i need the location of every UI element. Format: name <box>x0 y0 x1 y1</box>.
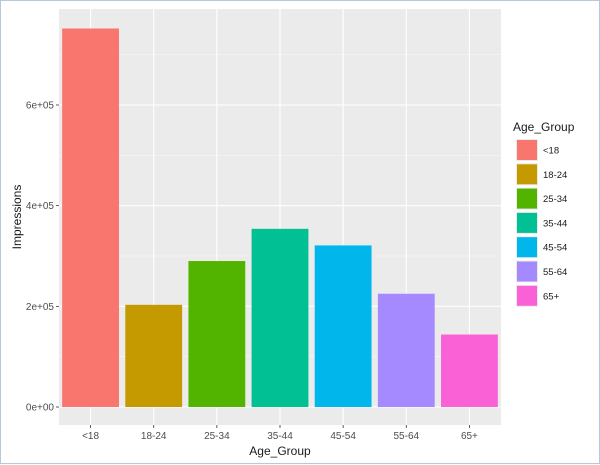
legend-title: Age_Group <box>513 120 575 134</box>
x-tick-label: 18-24 <box>141 431 167 442</box>
y-axis: 0e+00 2e+05 4e+05 6e+05 <box>26 101 59 414</box>
bar-45-54 <box>314 245 372 407</box>
legend-label: 35-44 <box>543 218 567 229</box>
legend-swatch-45-54 <box>517 237 537 258</box>
x-axis: <18 18-24 25-34 35-44 45-54 55-64 65+ <box>82 425 478 442</box>
y-tick-label: 2e+05 <box>26 302 55 313</box>
legend-swatch-55-64 <box>517 261 537 282</box>
legend-label: <18 <box>543 146 559 157</box>
bar-25-34 <box>188 261 246 407</box>
y-tick-label: 0e+00 <box>26 403 55 414</box>
bars <box>62 28 498 407</box>
legend-label: 65+ <box>543 291 560 302</box>
x-tick-label: <18 <box>82 431 99 442</box>
legend-label: 25-34 <box>543 194 567 205</box>
legend-swatch-35-44 <box>517 212 537 233</box>
x-tick-label: 25-34 <box>204 431 230 442</box>
y-axis-title: Impressions <box>10 185 24 250</box>
y-tick-label: 4e+05 <box>26 201 55 212</box>
x-tick-label: 45-54 <box>330 431 356 442</box>
legend-swatch-65+ <box>517 285 537 306</box>
bar-18-24 <box>125 304 183 407</box>
bar-<18 <box>62 28 119 407</box>
legend-label: 55-64 <box>543 267 567 278</box>
x-axis-title: Age_Group <box>249 444 311 458</box>
x-tick-label: 65+ <box>461 431 478 442</box>
x-tick-label: 55-64 <box>393 431 419 442</box>
legend-label: 45-54 <box>543 243 567 254</box>
x-tick-label: 35-44 <box>267 431 293 442</box>
legend-swatch-18-24 <box>517 164 537 185</box>
y-tick-label: 6e+05 <box>26 101 55 112</box>
legend: Age_Group <18 18-24 25-34 35-44 45-54 55-64 65… <box>513 120 575 307</box>
bar-55-64 <box>377 293 435 407</box>
legend-label: 18-24 <box>543 170 567 181</box>
legend-swatch-<18 <box>517 140 537 160</box>
bar-35-44 <box>251 228 309 407</box>
bar-65+ <box>441 334 498 407</box>
legend-swatch-25-34 <box>517 188 537 209</box>
